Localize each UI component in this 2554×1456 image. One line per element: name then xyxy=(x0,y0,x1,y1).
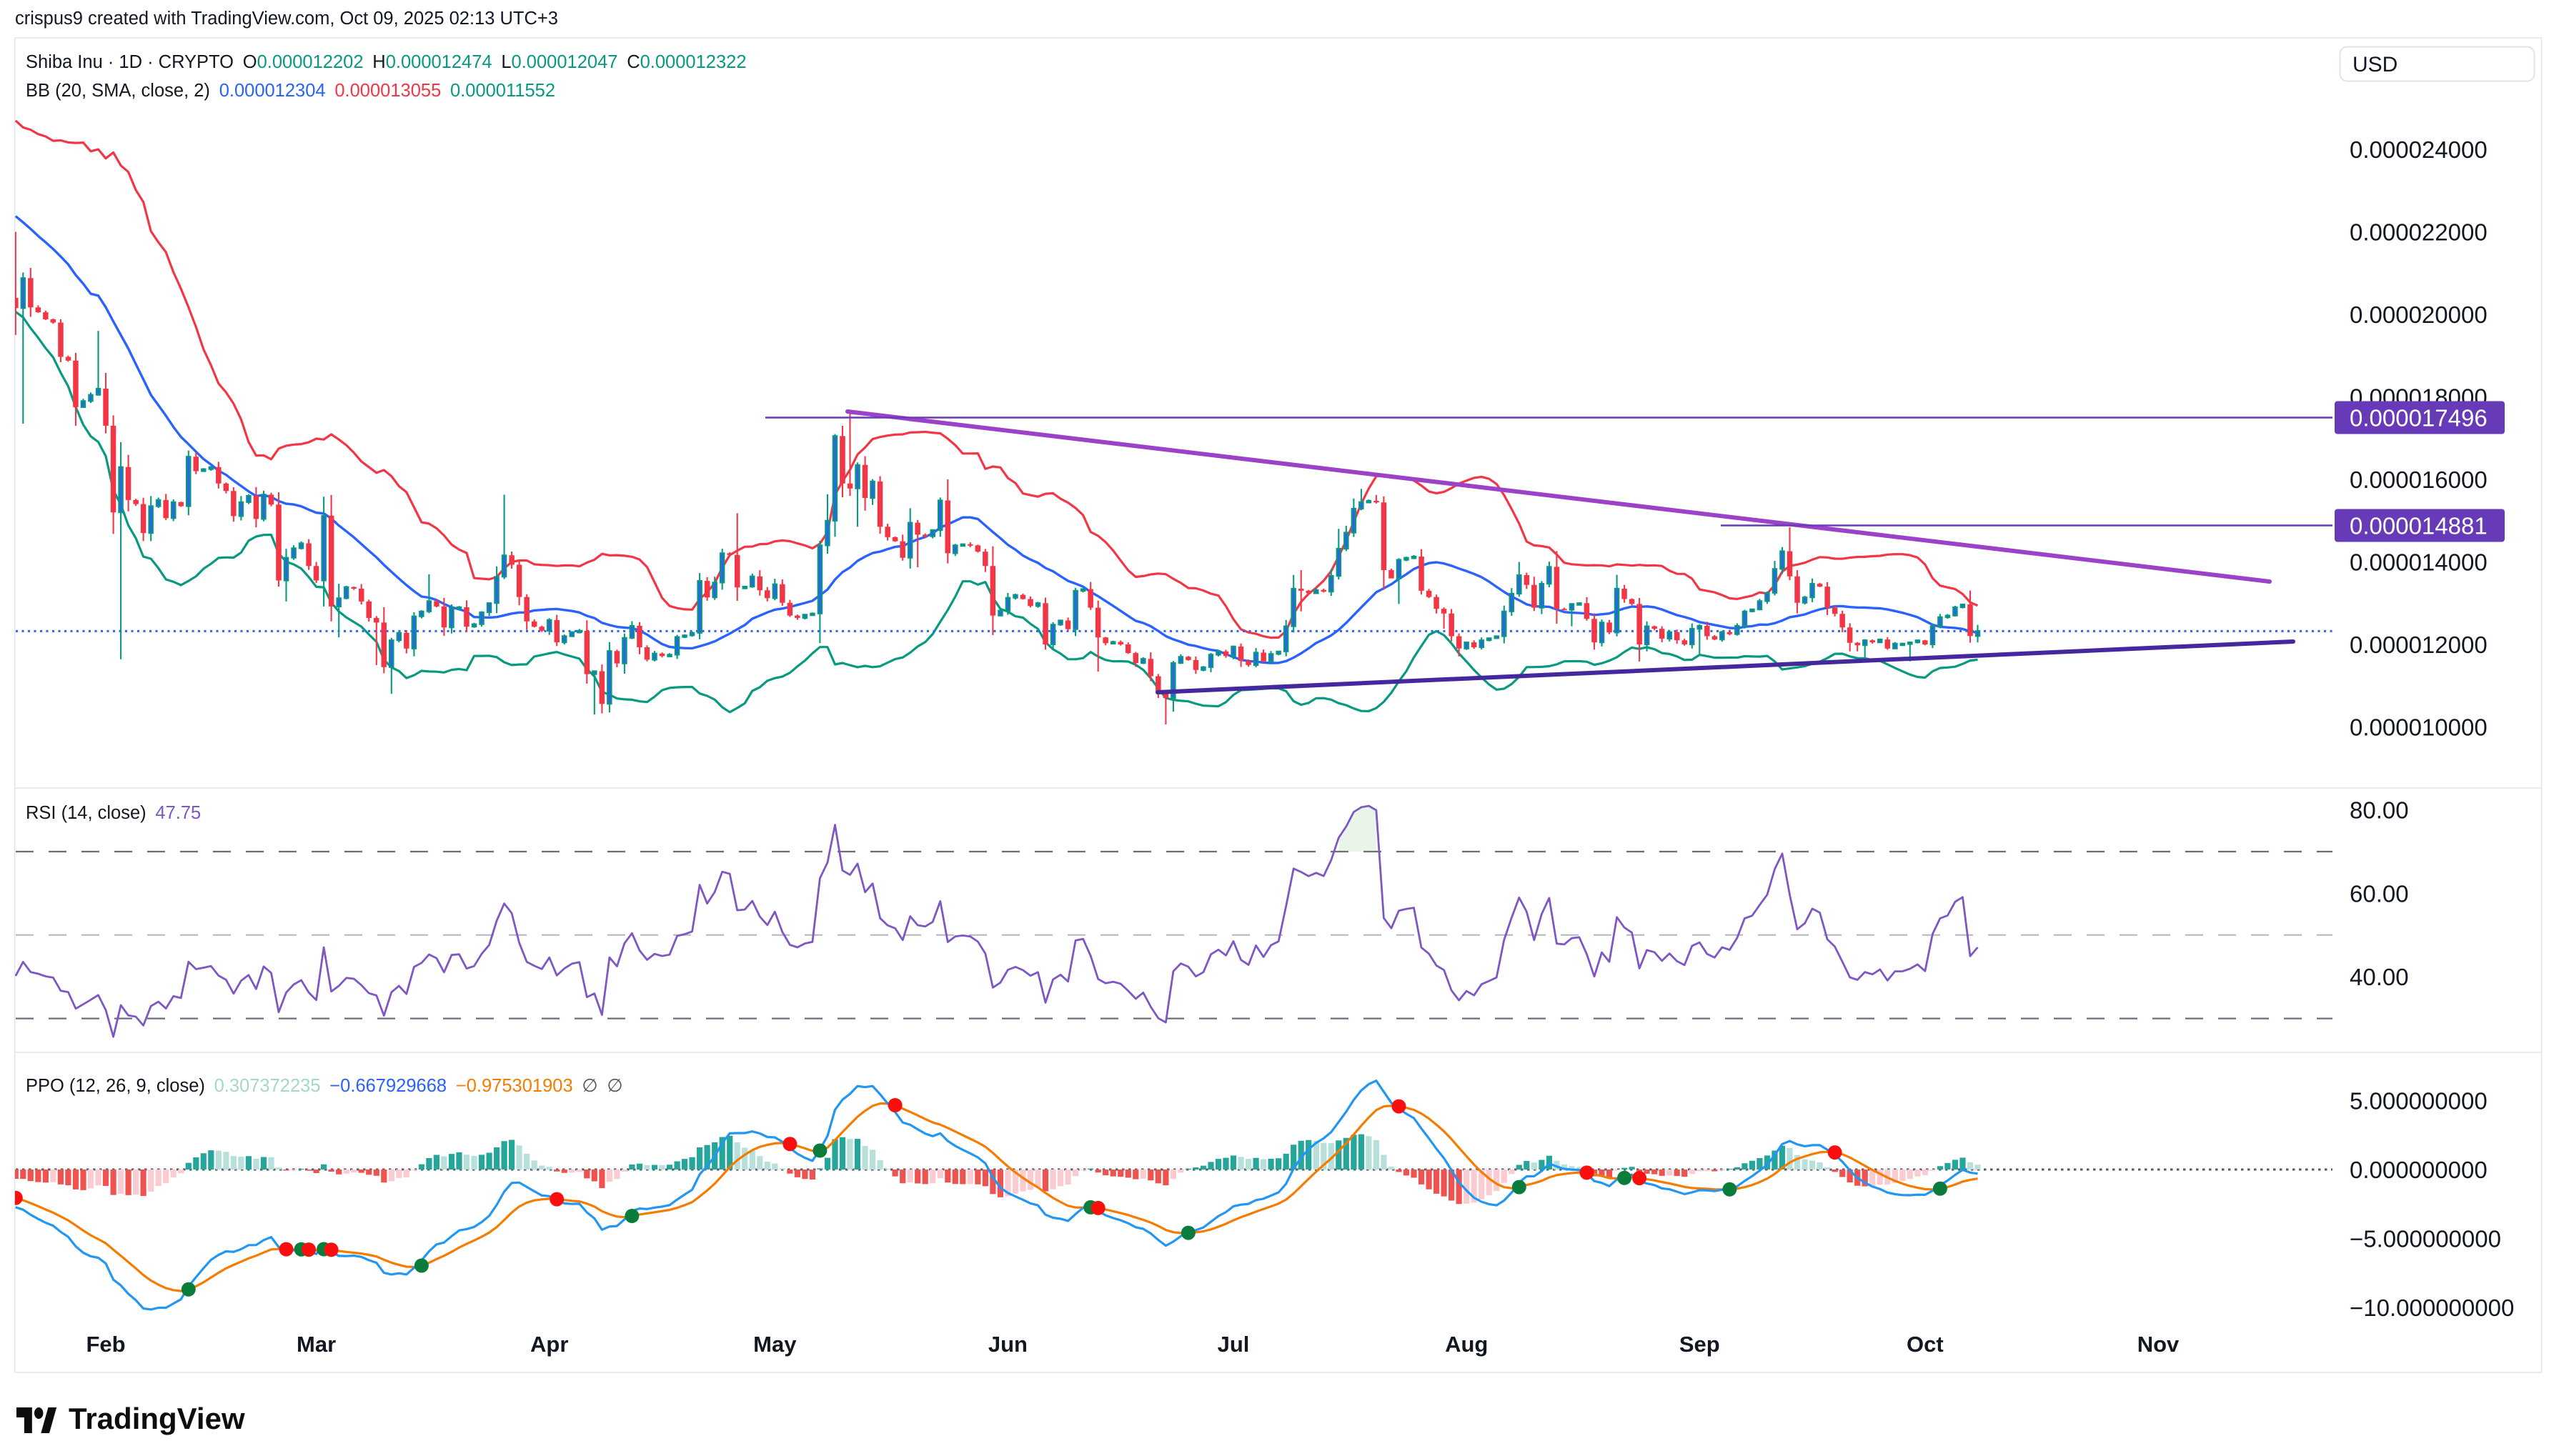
svg-text:60.00: 60.00 xyxy=(2350,880,2409,907)
svg-text:Feb: Feb xyxy=(86,1332,125,1357)
svg-text:RSI (14, close) 47.75: RSI (14, close) 47.75 xyxy=(26,803,201,823)
svg-text:BB (20, SMA, close, 2) 0.00001: BB (20, SMA, close, 2) 0.000012304 0.000… xyxy=(26,81,555,101)
svg-text:Jul: Jul xyxy=(1218,1332,1250,1357)
svg-text:Mar: Mar xyxy=(297,1332,336,1357)
svg-text:Aug: Aug xyxy=(1445,1332,1488,1357)
svg-text:crispus9 created with TradingV: crispus9 created with TradingView.com, O… xyxy=(15,9,558,29)
svg-text:0.000017496: 0.000017496 xyxy=(2350,405,2488,432)
svg-text:0.000024000: 0.000024000 xyxy=(2350,136,2488,163)
svg-text:−5.000000000: −5.000000000 xyxy=(2350,1225,2501,1252)
svg-text:0.000016000: 0.000016000 xyxy=(2350,467,2488,493)
svg-text:Shiba Inu · 1D · CRYPTO O0.000: Shiba Inu · 1D · CRYPTO O0.000012202 H0.… xyxy=(26,52,747,72)
svg-text:TradingView: TradingView xyxy=(69,1402,245,1435)
svg-text:−10.000000000: −10.000000000 xyxy=(2350,1295,2514,1321)
svg-text:0.000010000: 0.000010000 xyxy=(2350,714,2488,740)
svg-text:Nov: Nov xyxy=(2137,1332,2180,1357)
svg-text:0.000012000: 0.000012000 xyxy=(2350,632,2488,658)
svg-text:80.00: 80.00 xyxy=(2350,797,2409,824)
svg-text:0.000014000: 0.000014000 xyxy=(2350,549,2488,575)
svg-text:Sep: Sep xyxy=(1679,1332,1720,1357)
svg-text:0.000000000: 0.000000000 xyxy=(2350,1157,2488,1183)
svg-text:40.00: 40.00 xyxy=(2350,964,2409,990)
svg-text:Apr: Apr xyxy=(530,1332,568,1357)
svg-text:PPO (12, 26, 9, close) 0.30737: PPO (12, 26, 9, close) 0.307372235 −0.66… xyxy=(26,1076,623,1096)
svg-text:May: May xyxy=(753,1332,797,1357)
svg-text:5.000000000: 5.000000000 xyxy=(2350,1087,2488,1114)
svg-text:0.000022000: 0.000022000 xyxy=(2350,219,2488,245)
svg-text:0.000020000: 0.000020000 xyxy=(2350,301,2488,328)
svg-text:Oct: Oct xyxy=(1907,1332,1944,1357)
svg-text:Jun: Jun xyxy=(988,1332,1028,1357)
svg-text:0.000014881: 0.000014881 xyxy=(2350,513,2488,539)
svg-text:USD: USD xyxy=(2352,53,2398,76)
